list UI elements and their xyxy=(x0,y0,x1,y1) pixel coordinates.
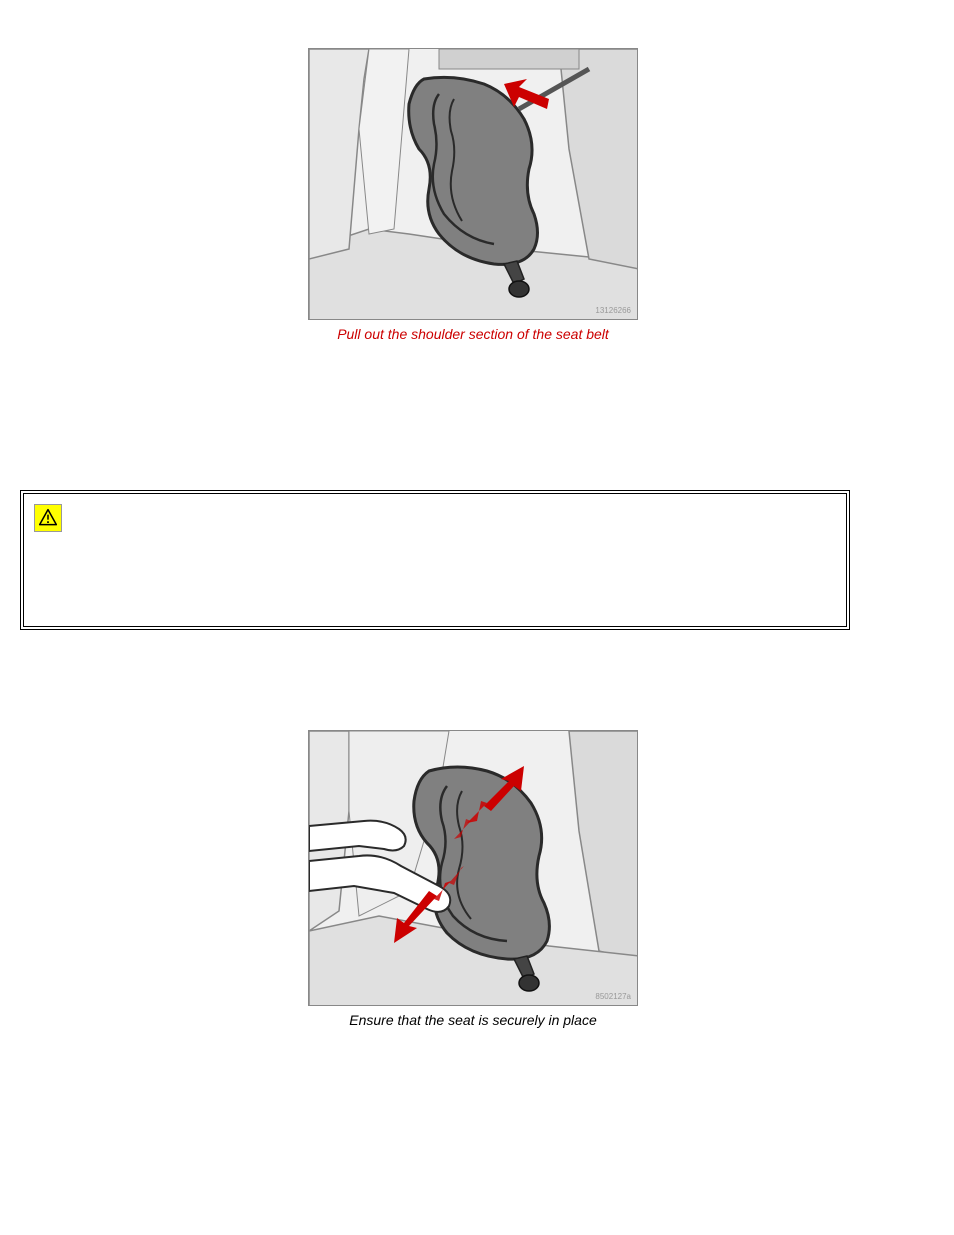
seat-secure-illustration xyxy=(309,731,638,1006)
figure-2: 8502127a Ensure that the seat is securel… xyxy=(308,730,638,1028)
figure-1-caption: Pull out the shoulder section of the sea… xyxy=(308,326,638,342)
warning-box xyxy=(20,490,850,630)
figure-1: 13126266 Pull out the shoulder section o… xyxy=(308,48,638,342)
figure-1-code: 13126266 xyxy=(595,306,631,315)
figure-2-code: 8502127a xyxy=(595,992,631,1001)
figure-1-image: 13126266 xyxy=(308,48,638,320)
seat-belt-illustration xyxy=(309,49,638,320)
figure-2-image: 8502127a xyxy=(308,730,638,1006)
warning-icon xyxy=(34,504,62,532)
figure-2-caption: Ensure that the seat is securely in plac… xyxy=(308,1012,638,1028)
